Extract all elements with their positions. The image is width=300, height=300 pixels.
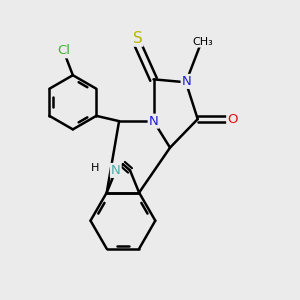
- Text: N: N: [149, 115, 158, 128]
- Text: Cl: Cl: [58, 44, 70, 57]
- Text: N: N: [111, 164, 121, 177]
- Text: CH₃: CH₃: [193, 37, 213, 46]
- Text: H: H: [90, 163, 99, 173]
- Text: S: S: [133, 31, 142, 46]
- Text: N: N: [182, 75, 191, 88]
- Text: O: O: [227, 112, 238, 126]
